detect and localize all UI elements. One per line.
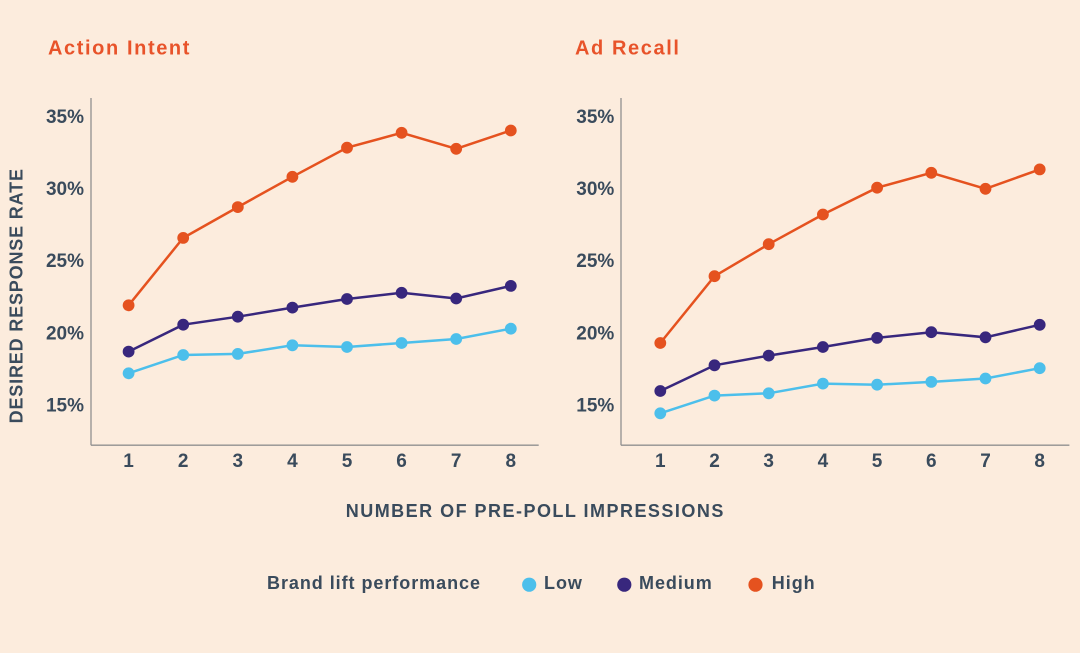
svg-text:1: 1 (655, 451, 666, 472)
svg-text:8: 8 (506, 451, 517, 472)
svg-text:30%: 30% (576, 179, 614, 200)
svg-text:High: High (772, 573, 816, 593)
svg-text:Brand lift performance: Brand lift performance (267, 573, 481, 593)
svg-text:Medium: Medium (639, 573, 713, 593)
svg-text:15%: 15% (576, 396, 614, 417)
svg-text:25%: 25% (46, 251, 84, 272)
svg-text:15%: 15% (46, 396, 84, 417)
svg-text:3: 3 (233, 451, 244, 472)
svg-text:35%: 35% (576, 107, 614, 128)
svg-text:5: 5 (342, 451, 353, 472)
svg-text:30%: 30% (46, 179, 84, 200)
svg-text:5: 5 (872, 451, 883, 472)
svg-text:6: 6 (926, 451, 937, 472)
svg-text:DESIRED RESPONSE RATE: DESIRED RESPONSE RATE (7, 168, 27, 423)
svg-text:3: 3 (763, 451, 774, 472)
svg-text:Ad Recall: Ad Recall (575, 38, 681, 60)
svg-text:20%: 20% (576, 323, 614, 344)
svg-text:7: 7 (451, 451, 462, 472)
svg-text:20%: 20% (46, 323, 84, 344)
svg-text:Low: Low (544, 573, 583, 593)
svg-text:2: 2 (178, 451, 189, 472)
svg-text:8: 8 (1034, 451, 1045, 472)
svg-text:35%: 35% (46, 107, 84, 128)
svg-text:1: 1 (123, 451, 134, 472)
svg-text:4: 4 (287, 451, 298, 472)
svg-text:4: 4 (818, 451, 829, 472)
svg-text:Action Intent: Action Intent (48, 38, 191, 60)
svg-text:6: 6 (396, 451, 407, 472)
svg-text:7: 7 (980, 451, 991, 472)
svg-text:2: 2 (709, 451, 720, 472)
svg-text:NUMBER OF PRE-POLL IMPRESSIONS: NUMBER OF PRE-POLL IMPRESSIONS (346, 501, 725, 521)
svg-text:25%: 25% (576, 251, 614, 272)
